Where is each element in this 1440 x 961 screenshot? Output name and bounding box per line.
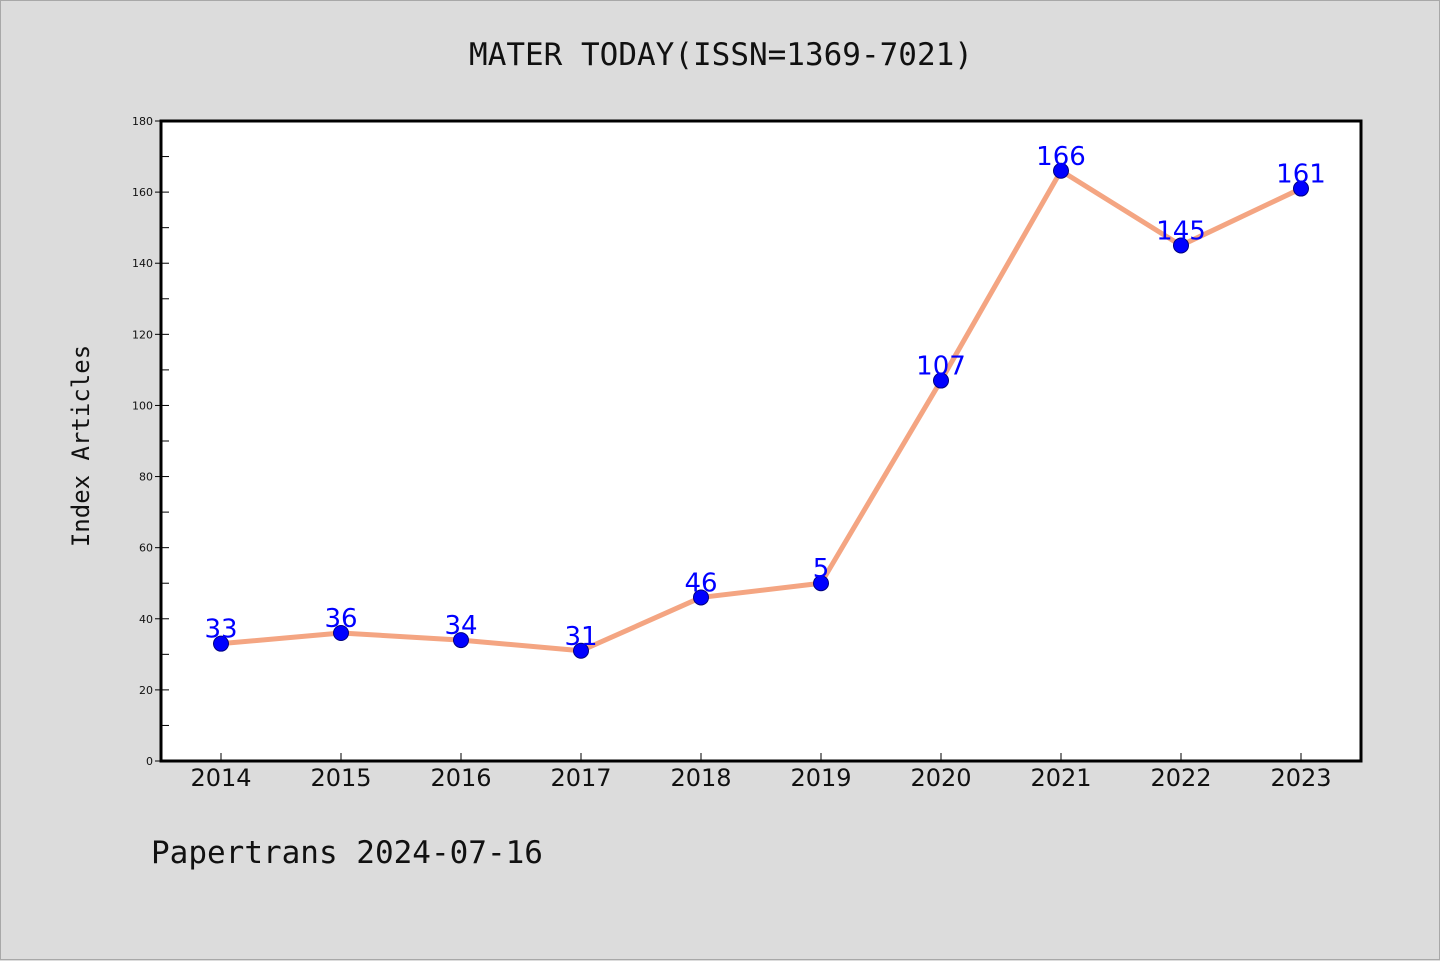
data-point (813, 575, 829, 592)
y-tick-label: 180 (132, 115, 153, 128)
data-point (573, 642, 589, 659)
data-label: 5 (813, 554, 830, 584)
data-point (693, 589, 709, 606)
data-point (1293, 180, 1309, 197)
data-label: 107 (916, 352, 966, 382)
x-tick-label: 2021 (1030, 764, 1091, 792)
x-tick-label: 2022 (1150, 764, 1211, 792)
x-tick-label: 2018 (670, 764, 731, 792)
x-tick-label: 2020 (910, 764, 971, 792)
x-tick-label: 2019 (790, 764, 851, 792)
y-tick-label: 140 (132, 257, 153, 270)
data-label: 31 (564, 622, 597, 652)
y-tick-label: 160 (132, 186, 153, 199)
data-point (453, 632, 469, 649)
footer-note: Papertrans 2024-07-16 (151, 835, 543, 871)
series-line (218, 168, 1304, 654)
data-label: 33 (204, 615, 237, 645)
y-tick-label: 100 (132, 399, 153, 412)
x-tick-label: 2014 (190, 764, 251, 792)
plot-area (161, 121, 1361, 761)
x-tick-label: 2023 (1270, 764, 1331, 792)
data-label: 36 (324, 604, 357, 634)
y-tick-label: 60 (139, 542, 153, 555)
data-point (333, 625, 349, 641)
data-label: 166 (1036, 142, 1086, 172)
x-tick-label: 2017 (550, 764, 611, 792)
plot-frame (159, 119, 1363, 763)
data-point (1173, 237, 1189, 254)
data-point (213, 635, 229, 652)
data-point (933, 372, 949, 389)
y-tick-label: 0 (146, 755, 153, 768)
x-tick-label: 2016 (430, 764, 491, 792)
y-tick-label: 40 (139, 613, 153, 626)
y-tick-label: 120 (132, 328, 153, 341)
data-label: 145 (1156, 216, 1206, 246)
y-tick-label: 80 (139, 471, 153, 484)
data-label: 34 (444, 611, 477, 641)
data-label: 161 (1276, 160, 1326, 190)
data-label: 46 (684, 568, 717, 598)
chart-title: MATER TODAY(ISSN=1369-7021) (469, 37, 973, 73)
x-tick-label: 2015 (310, 764, 371, 792)
y-tick-label: 20 (139, 684, 153, 697)
data-point (1053, 162, 1069, 179)
